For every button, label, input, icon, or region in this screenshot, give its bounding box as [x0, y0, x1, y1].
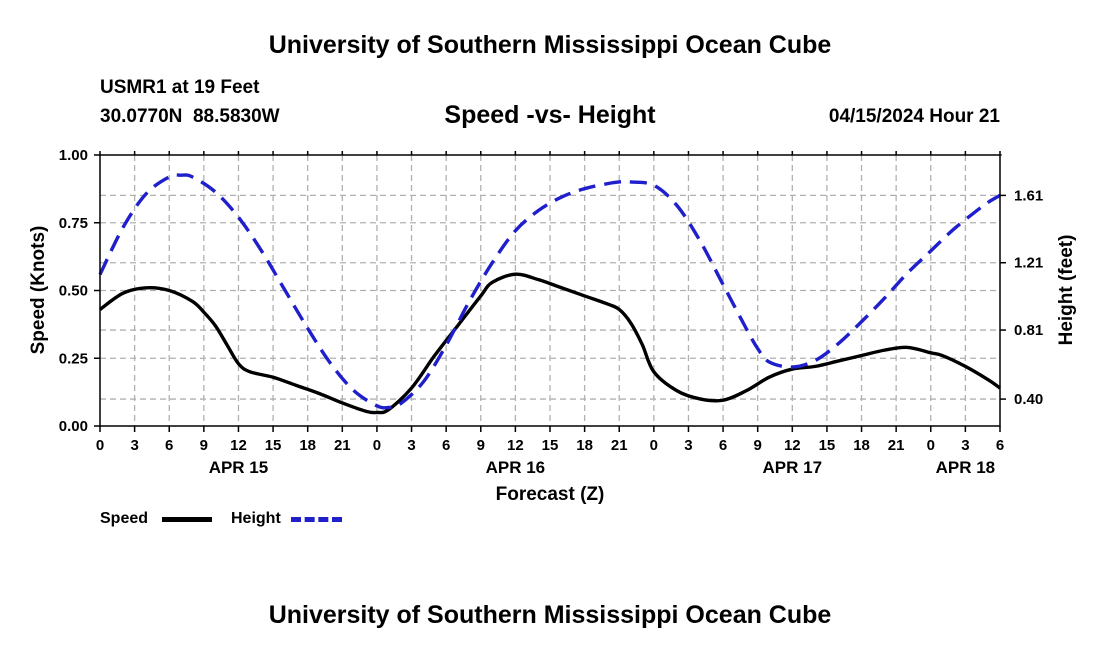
x-tick-label: 6: [442, 437, 450, 454]
station-label: USMR1 at 19 Feet: [100, 77, 260, 98]
x-tick-label: 3: [407, 437, 415, 454]
x-tick-label: 15: [819, 437, 836, 454]
chart-subtitle: Speed -vs- Height: [444, 101, 656, 129]
x-tick-label: 3: [684, 437, 692, 454]
x-tick-label: 12: [784, 437, 801, 454]
x-tick-label: 15: [265, 437, 282, 454]
legend-speed-label: Speed: [100, 510, 149, 527]
x-tick-label: 18: [576, 437, 593, 454]
chart-title: University of Southern Mississippi Ocean…: [268, 31, 832, 59]
x-tick-label: 18: [853, 437, 870, 454]
day-label: APR 17: [763, 458, 823, 477]
x-tick-label: 21: [334, 437, 351, 454]
x-tick-label: 12: [230, 437, 247, 454]
x-tick-label: 9: [754, 437, 762, 454]
x-tick-label: 0: [650, 437, 658, 454]
forecast-datetime: 04/15/2024 Hour 21: [828, 106, 1000, 127]
day-label: APR 16: [486, 458, 546, 477]
x-tick-label: 12: [507, 437, 524, 454]
x-tick-label: 6: [719, 437, 727, 454]
day-label: APR 15: [209, 458, 269, 477]
x-tick-label: 3: [961, 437, 969, 454]
y2-tick-label: 0.81: [1014, 322, 1043, 339]
y2-tick-label: 0.40: [1014, 391, 1043, 408]
y2-axis-label: Height (feet): [1056, 235, 1077, 346]
grid: [100, 155, 1000, 426]
y-tick-label: 0.75: [59, 215, 88, 232]
x-tick-label: 21: [611, 437, 628, 454]
x-tick-label: 9: [477, 437, 485, 454]
legend-height-label: Height: [231, 510, 281, 527]
x-tick-label: 0: [927, 437, 935, 454]
y2-tick-label: 1.61: [1014, 187, 1043, 204]
height-series-line: [98, 173, 1001, 410]
x-tick-label: 6: [165, 437, 173, 454]
y-tick-label: 0.50: [59, 283, 88, 300]
x-axis-label: Forecast (Z): [496, 484, 605, 505]
y2-tick-label: 1.21: [1014, 255, 1043, 272]
station-coordinates: 30.0770N 88.5830W: [100, 106, 280, 127]
x-tick-label: 6: [996, 437, 1004, 454]
x-tick-label: 0: [373, 437, 381, 454]
footer-title: University of Southern Mississippi Ocean…: [268, 601, 832, 629]
legend-speed-swatch: [162, 517, 212, 522]
y-axis-label: Speed (Knots): [28, 226, 49, 355]
x-tick-label: 15: [542, 437, 559, 454]
y-tick-label: 1.00: [59, 147, 88, 164]
speed-series-line: [98, 272, 1001, 415]
day-label: APR 18: [936, 458, 996, 477]
y-tick-label: 0.25: [59, 350, 88, 367]
axes: 0 3 6 9 12 15 18 21 0 3 6 9 12 15 18 21 0 3 6 9 12 15 18 21 0 3 6 0…: [59, 147, 1043, 477]
series-lines: [98, 173, 1001, 415]
x-tick-label: 21: [888, 437, 905, 454]
x-tick-label: 18: [299, 437, 316, 454]
x-tick-label: 0: [96, 437, 104, 454]
x-tick-label: 3: [130, 437, 138, 454]
y-tick-label: 0.00: [59, 418, 88, 435]
x-tick-label: 9: [200, 437, 208, 454]
legend-height-swatch: [291, 517, 342, 522]
